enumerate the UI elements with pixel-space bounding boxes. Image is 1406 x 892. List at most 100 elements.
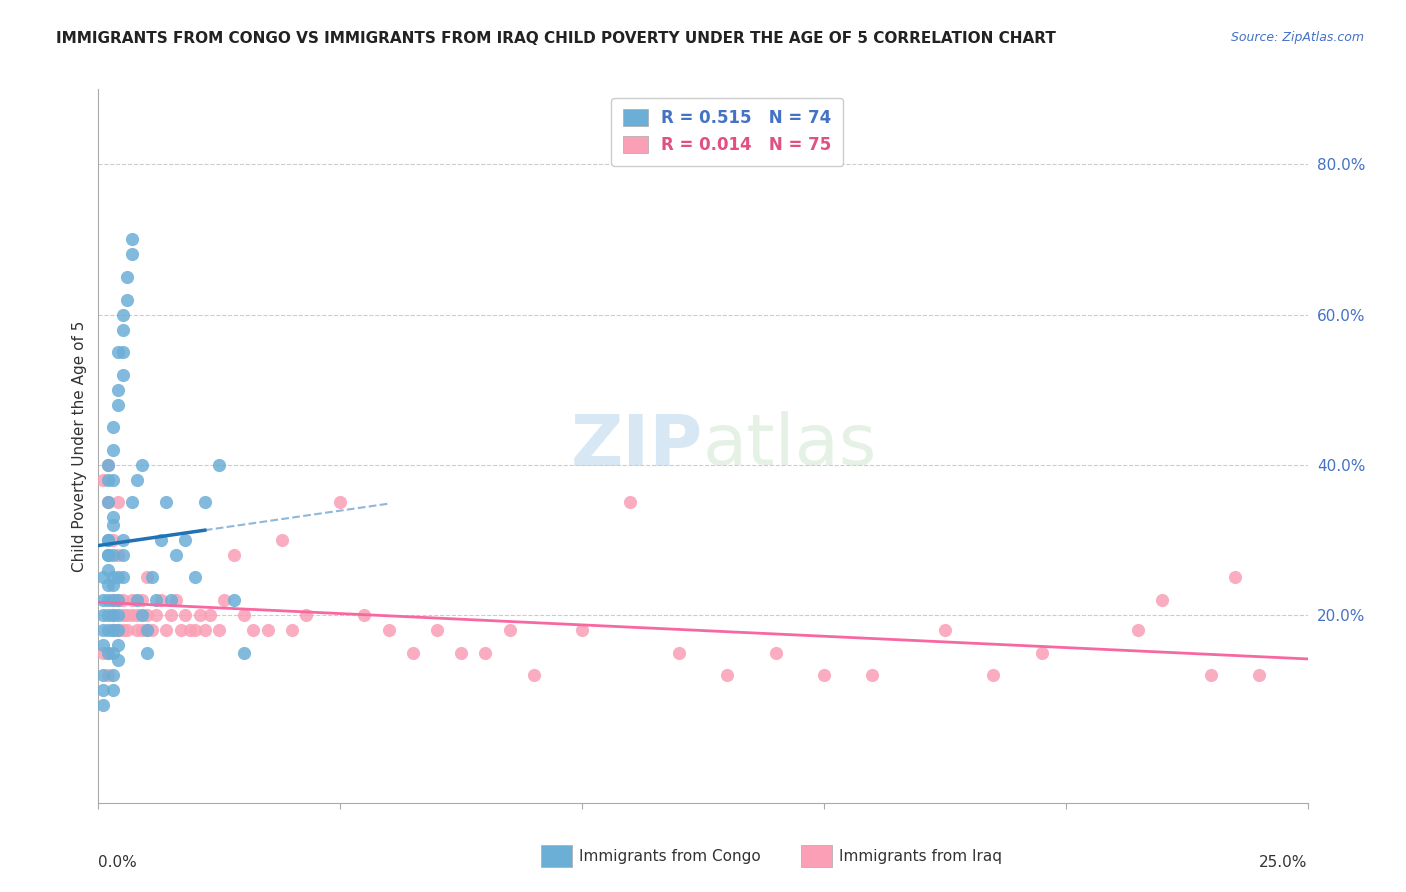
Point <box>232 646 254 660</box>
Point <box>97 623 120 637</box>
Point <box>111 322 134 336</box>
Text: ZIP: ZIP <box>571 411 703 481</box>
Point <box>184 623 207 637</box>
Point <box>101 593 124 607</box>
Point <box>97 563 120 577</box>
Point <box>1152 593 1174 607</box>
Point <box>117 623 139 637</box>
Point <box>111 548 134 562</box>
Point <box>101 623 124 637</box>
Point <box>127 593 149 607</box>
Point <box>91 683 114 698</box>
Point <box>174 607 197 622</box>
Point <box>222 593 245 607</box>
Point <box>1128 623 1150 637</box>
Point <box>97 548 120 562</box>
Point <box>127 623 149 637</box>
Point <box>107 398 129 412</box>
Point <box>1223 570 1246 584</box>
Point <box>295 607 318 622</box>
Point <box>101 683 124 698</box>
Point <box>117 607 139 622</box>
Point <box>353 607 375 622</box>
Point <box>174 533 197 547</box>
Point <box>329 495 352 509</box>
Point <box>107 623 129 637</box>
Point <box>155 495 177 509</box>
Point <box>208 458 231 472</box>
Point <box>97 646 120 660</box>
Point <box>111 623 134 637</box>
Point <box>212 593 235 607</box>
Point <box>101 578 124 592</box>
Point <box>101 510 124 524</box>
Point <box>150 533 173 547</box>
Point <box>101 607 124 622</box>
Point <box>121 593 143 607</box>
Point <box>934 623 956 637</box>
Point <box>107 607 129 622</box>
Point <box>97 473 120 487</box>
Point <box>165 593 187 607</box>
Point <box>498 623 520 637</box>
Point <box>256 623 278 637</box>
Point <box>101 473 124 487</box>
Point <box>160 607 183 622</box>
Point <box>101 517 124 532</box>
Point <box>117 293 139 307</box>
Point <box>91 623 114 637</box>
Text: 0.0%: 0.0% <box>98 855 138 871</box>
Point <box>145 607 167 622</box>
Point <box>169 623 191 637</box>
Point <box>194 495 217 509</box>
Text: Immigrants from Iraq: Immigrants from Iraq <box>839 849 1002 863</box>
Point <box>97 533 120 547</box>
Point <box>450 646 472 660</box>
Point <box>101 668 124 682</box>
Text: atlas: atlas <box>703 411 877 481</box>
Point <box>111 345 134 359</box>
Point <box>474 646 496 660</box>
Point <box>101 533 124 547</box>
Point <box>619 495 641 509</box>
Point <box>141 570 163 584</box>
Point <box>668 646 690 660</box>
Point <box>97 578 120 592</box>
Point <box>97 458 120 472</box>
Point <box>160 593 183 607</box>
Point <box>523 668 546 682</box>
Point <box>97 668 120 682</box>
Point <box>179 623 201 637</box>
Point <box>91 593 114 607</box>
Point <box>91 607 114 622</box>
Point <box>131 593 153 607</box>
Point <box>121 232 143 246</box>
Point <box>91 646 114 660</box>
Point <box>135 623 157 637</box>
Point <box>131 607 153 622</box>
Point <box>145 593 167 607</box>
Point <box>101 623 124 637</box>
Point <box>111 308 134 322</box>
Point <box>111 533 134 547</box>
Point <box>107 593 129 607</box>
Point <box>198 607 221 622</box>
Point <box>101 420 124 434</box>
Point <box>101 607 124 622</box>
Point <box>208 623 231 637</box>
Point <box>184 570 207 584</box>
Point <box>107 548 129 562</box>
Point <box>426 623 449 637</box>
Text: 25.0%: 25.0% <box>1260 855 1308 871</box>
Point <box>97 495 120 509</box>
Point <box>135 607 157 622</box>
Point <box>111 607 134 622</box>
Point <box>101 570 124 584</box>
Point <box>107 345 129 359</box>
Point <box>232 607 254 622</box>
Point <box>571 623 593 637</box>
Point <box>91 638 114 652</box>
Point <box>101 442 124 457</box>
Point <box>135 623 157 637</box>
Point <box>281 623 304 637</box>
